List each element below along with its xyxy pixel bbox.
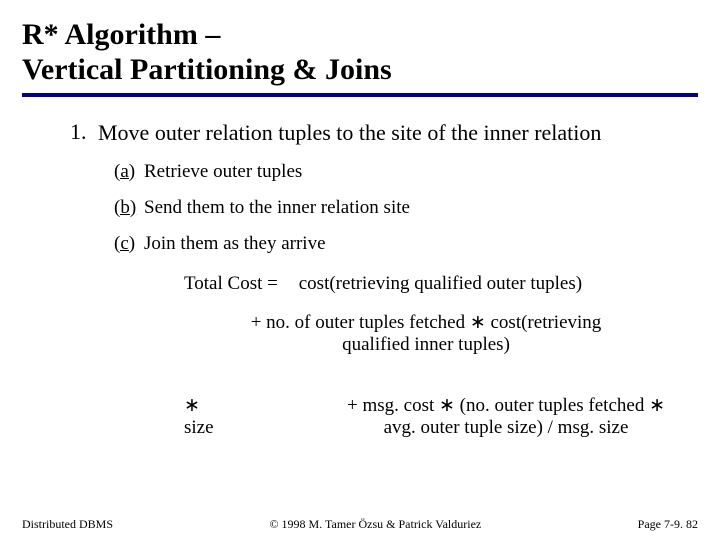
cost-line-3-right: + msg. cost ∗ (no. outer tuples fetched … (344, 394, 668, 439)
sub-text-c: Join them as they arrive (144, 233, 326, 255)
list-text-1: Move outer relation tuples to the site o… (98, 119, 601, 147)
cost-lhs: Total Cost = (184, 273, 294, 295)
cost-line-3-left: ∗ size (184, 372, 344, 439)
title-line-1: R* Algorithm – (22, 18, 220, 51)
sub-marker-a: (a) (114, 161, 144, 183)
slide: R* Algorithm – Vertical Partitioning & J… (0, 0, 720, 540)
list-item-1: 1. Move outer relation tuples to the sit… (70, 119, 668, 147)
sub-marker-c: (c) (114, 233, 144, 255)
sub-text-b: Send them to the inner relation site (144, 197, 410, 219)
slide-body: 1. Move outer relation tuples to the sit… (22, 97, 698, 439)
sub-item-a: (a) Retrieve outer tuples (114, 161, 668, 183)
sub-item-b: (b) Send them to the inner relation site (114, 197, 668, 219)
cost-line-1: Total Cost = cost(retrieving qualified o… (184, 273, 668, 295)
footer-center: © 1998 M. Tamer Özsu & Patrick Valduriez (269, 517, 481, 532)
sub-item-c: (c) Join them as they arrive (114, 233, 668, 255)
cost-star: ∗ (184, 395, 200, 416)
slide-title: R* Algorithm – Vertical Partitioning & J… (22, 18, 698, 87)
footer-right: Page 7-9. 82 (638, 517, 698, 532)
cost-rhs-1: cost(retrieving qualified outer tuples) (299, 273, 582, 294)
footer: Distributed DBMS © 1998 M. Tamer Özsu & … (0, 517, 720, 532)
sub-list: (a) Retrieve outer tuples (b) Send them … (70, 161, 668, 439)
sub-marker-b: (b) (114, 197, 144, 219)
cost-line-3: ∗ size + msg. cost ∗ (no. outer tuples f… (184, 372, 668, 439)
footer-left: Distributed DBMS (22, 517, 113, 532)
cost-block: Total Cost = cost(retrieving qualified o… (114, 269, 668, 439)
sub-text-a: Retrieve outer tuples (144, 161, 302, 183)
cost-size: size (184, 417, 214, 438)
cost-line-2: + no. of outer tuples fetched ∗ cost(ret… (184, 311, 668, 356)
title-line-2: Vertical Partitioning & Joins (22, 53, 392, 86)
list-marker-1: 1. (70, 119, 98, 147)
